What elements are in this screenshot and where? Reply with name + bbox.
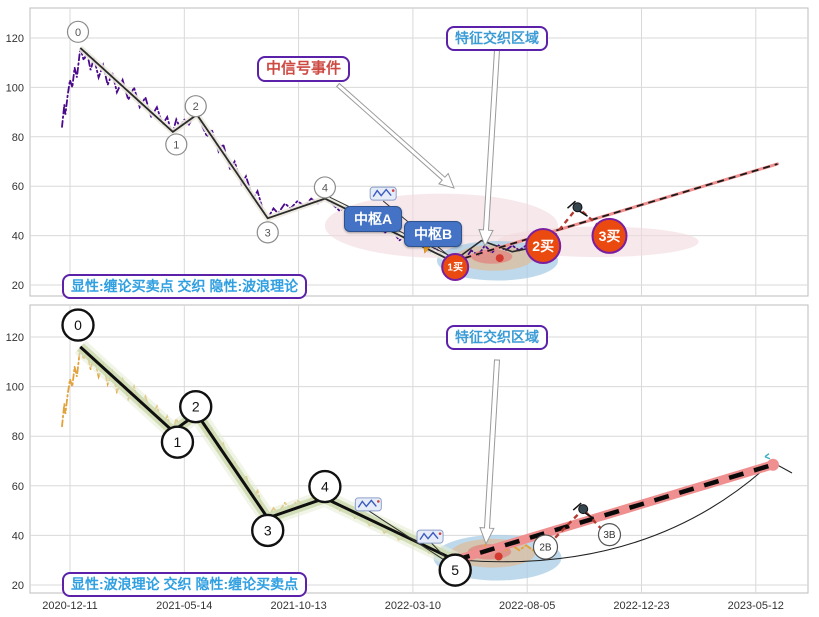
y-tick-label: 40: [12, 231, 24, 243]
y-tick-label: 60: [12, 481, 24, 493]
wave-pivot-circle: [61, 308, 95, 342]
x-tick-label: 2022-08-05: [499, 600, 555, 612]
x-tick-label: 2020-12-11: [42, 600, 97, 612]
signal-dot-stroke: [579, 210, 588, 217]
buy-point-marker: [525, 227, 562, 264]
signal-dot-stroke: [584, 512, 594, 519]
b-point-label: 3B: [603, 530, 616, 541]
wave-pivot-circle: [165, 133, 188, 156]
x-tick-label: 2022-03-10: [385, 600, 441, 612]
zigzag-line: [79, 345, 456, 562]
chip-dot: [377, 500, 380, 503]
wave-pivot-number: 4: [322, 182, 328, 194]
buy-point-marker: [441, 252, 470, 281]
wave-pattern-chip: [416, 529, 444, 544]
panel-bottom: 20 40 60 80 100 120 0 1 2 3 4 5 2B 3B: [6, 304, 809, 594]
wave-pivot-circle: [308, 469, 342, 504]
buy-point-label: 2买: [532, 238, 554, 254]
wave-pivot-circle: [438, 553, 472, 587]
wave-pattern-chip: [354, 497, 382, 512]
y-tick-label: 100: [6, 82, 24, 94]
wave-pivot-number: 3: [265, 227, 271, 239]
x-tick-label: 2021-05-14: [156, 600, 212, 612]
weave-region-label-top: 特征交织区域: [446, 26, 548, 51]
legend-top: 显性:缠论买卖点 交织 隐性:波浪理论: [62, 274, 308, 299]
chip-zigzag-icon: [357, 499, 377, 508]
wave-pivot-circle: [256, 221, 279, 244]
y-tick-label: 40: [12, 530, 24, 542]
wave-pivot-number: 2: [192, 399, 200, 415]
signal-event-label: 中信号事件: [257, 56, 351, 83]
wave-pivot-number: 2: [193, 101, 199, 113]
x-tick-label: 2023-05-12: [728, 600, 784, 612]
trend-tip: [766, 458, 779, 471]
wave-pivot-number: 4: [321, 479, 329, 495]
legend-bottom: 显性:波浪理论 交织 隐性:缠论买卖点: [62, 572, 308, 597]
y-tick-label: 20: [12, 280, 24, 292]
buy-point-marker: [591, 217, 628, 254]
wave-pivot-circle: [313, 176, 336, 199]
helper-line: [368, 510, 455, 567]
wave-pivot-number: 1: [173, 139, 179, 151]
y-tick-label: 80: [12, 431, 24, 443]
wave-pivot-circle: [251, 513, 285, 548]
weave-region-label-bottom: 特征交织区域: [446, 325, 548, 350]
x-tick-label: 2022-12-23: [613, 600, 669, 612]
y-tick-label: 20: [12, 580, 24, 592]
signal-dot-stroke: [572, 502, 582, 511]
trend-line-dashed: [452, 163, 778, 263]
b-point-marker: [597, 523, 622, 547]
trend-line-dashed: [454, 462, 774, 563]
wave-pivot-number: 0: [75, 27, 81, 39]
wave-pivot-number: 5: [451, 562, 459, 578]
y-tick-label: 80: [12, 132, 24, 144]
chip-zigzag-icon: [372, 188, 392, 197]
weave-region-arrow: [478, 49, 501, 248]
weave-region-ellipse: [471, 249, 513, 264]
wave-pivot-number: 1: [174, 434, 182, 450]
buy-point-label: 3买: [599, 228, 621, 244]
panel-top: 20 40 60 80 100 120 0 1 2 3 4 1买 2买 3买: [6, 7, 809, 297]
chip-zigzag-icon: [419, 531, 439, 541]
y-tick-label: 100: [6, 382, 24, 394]
b-point-label: 2B: [539, 543, 552, 554]
region-center-dot: [494, 552, 503, 561]
buy-point-label: 1买: [447, 262, 463, 274]
projection-arc: [459, 461, 793, 563]
y-tick-label: 60: [12, 181, 24, 193]
chip-dot: [438, 532, 442, 535]
x-tick-label: 2021-10-13: [270, 600, 326, 612]
trend-tip-mark: [764, 453, 771, 460]
wave-pivot-circle: [160, 425, 195, 459]
signal-dot: [578, 504, 589, 515]
signal-event-arrow: [335, 82, 455, 189]
region-center-dot: [495, 254, 504, 263]
wave-pivot-number: 0: [74, 317, 82, 333]
signal-dot-stroke: [566, 200, 576, 209]
y-tick-label: 120: [6, 33, 24, 45]
wave-pivot-circle: [184, 95, 207, 118]
wave-pivot-circle: [66, 20, 90, 43]
wave-pivot-circle: [179, 389, 213, 424]
y-tick-label: 120: [6, 332, 24, 344]
wave-pivot-number: 3: [264, 522, 272, 538]
signal-dot: [572, 202, 583, 213]
weave-region-arrow: [479, 359, 501, 546]
pivot-b-label: 中枢B: [404, 221, 463, 247]
wave-pattern-chip: [369, 186, 397, 201]
chip-dot: [391, 189, 395, 192]
pivot-a-label: 中枢A: [344, 206, 403, 232]
b-point-marker: [532, 534, 559, 560]
